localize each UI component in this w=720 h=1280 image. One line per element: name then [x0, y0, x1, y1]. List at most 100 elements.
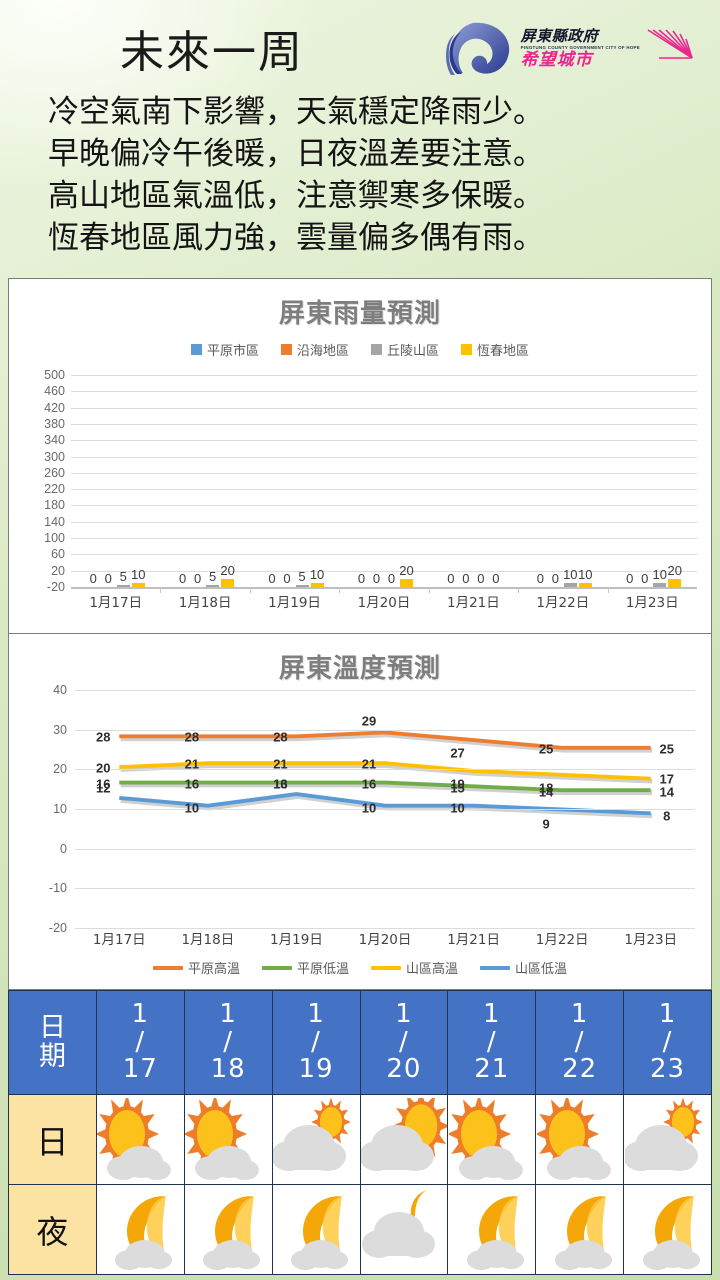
- night-weather-icon-cell: [271, 1184, 361, 1275]
- gridline: [75, 690, 695, 691]
- temperature-value-label: 12: [96, 780, 111, 796]
- date-separator: /: [135, 1026, 146, 1057]
- rainfall-bar-fill: [653, 582, 667, 587]
- temperature-value-label: 28: [273, 729, 288, 745]
- rainfall-value-label: 20: [399, 562, 414, 578]
- date-cell: 1/21: [447, 990, 537, 1095]
- table-row-day: 日: [8, 1094, 712, 1185]
- gridline: [71, 440, 697, 442]
- rainfall-value-label: 0: [104, 571, 112, 586]
- y-tick-label: -20: [46, 580, 65, 594]
- rainfall-value-label: 0: [551, 571, 559, 586]
- date-day: 21: [474, 1054, 510, 1085]
- logo-text-block: 屏東縣政府 PINGTUNG COUNTY GOVERNMENT CITY OF…: [521, 29, 640, 68]
- temperature-value-label: 14: [538, 784, 554, 800]
- rainfall-value-label: 0: [492, 571, 500, 586]
- rainfall-bar-fill: [399, 578, 413, 587]
- rainfall-bar-groups: 0 0 5 10 0 0 5 20 0 0 5 10 0 0 0 20 0 0 0 0 0 0 10 10 0 0 10 20: [71, 375, 697, 587]
- x-axis-tick: [518, 587, 520, 593]
- night-weather-icon-cell: [95, 1184, 185, 1275]
- legend-label: 平原低溫: [296, 962, 349, 977]
- day-weather-icon-cell: [271, 1094, 361, 1185]
- date-day: 23: [650, 1054, 686, 1085]
- date-month: 1: [307, 999, 325, 1030]
- date-month: 1: [131, 999, 150, 1030]
- rainfall-value-label: 20: [220, 562, 235, 578]
- gridline: [71, 521, 697, 523]
- rainfall-bar: 10: [310, 567, 324, 587]
- rainfall-bar-group: 0 0 10 10: [518, 375, 607, 587]
- rainfall-bar: 20: [220, 563, 235, 587]
- x-axis-label: 1月19日: [268, 595, 321, 611]
- legend-item: 恆春地區: [461, 340, 529, 359]
- gridline: [71, 407, 697, 409]
- gridline: [75, 888, 695, 890]
- x-axis-tick: [160, 587, 162, 593]
- rainfall-bar: 20: [668, 563, 682, 587]
- legend-item: 山區高溫: [371, 958, 458, 977]
- temperature-chart-panel: 屏東溫度預測 40 30 20 10 0 -10 -20 28 28 28 29 27 25 25 16 1…: [8, 634, 712, 990]
- rainfall-bar-fill: [116, 584, 130, 587]
- rainfall-bar-fill: [578, 582, 592, 587]
- day-weather-icon-cell: [359, 1094, 449, 1185]
- weather-summary: 冷空氣南下影響，天氣穩定降雨少。 早晚偏冷午後暖，日夜溫差要注意。 高山地區氣溫…: [0, 92, 720, 259]
- gridline: [75, 928, 695, 929]
- rainfall-value-label: 0: [626, 571, 634, 586]
- rainfall-bar-fill: [295, 584, 309, 587]
- rainfall-bar-fill: [131, 582, 145, 587]
- legend-label: 山區高溫: [406, 962, 459, 977]
- y-tick-label: 30: [53, 722, 67, 737]
- rainfall-bar-fill: [563, 582, 577, 587]
- temperature-value-label: 28: [96, 729, 111, 745]
- day-weather-icon-cell: [535, 1094, 625, 1185]
- table-row-dates: 日期 1/17 1/18 1/19 1/20 1/21 1/22 1/23: [8, 990, 712, 1095]
- date-day: 22: [562, 1054, 598, 1085]
- cloud-moon-icon: [361, 1189, 435, 1258]
- rainfall-value-label: 10: [578, 566, 593, 582]
- temperature-x-axis-labels: 1月17日 1月18日 1月19日 1月20日 1月21日 1月22日 1月23日: [75, 928, 695, 948]
- rainfall-bar-group: 0 0 5 10: [71, 375, 160, 587]
- rainfall-value-label: 0: [462, 571, 470, 586]
- date-header-cell: 日期: [8, 990, 97, 1095]
- gridline: [71, 391, 697, 393]
- government-logo: 屏東縣政府 PINGTUNG COUNTY GOVERNMENT CITY OF…: [445, 20, 694, 78]
- night-weather-icon-cell: [183, 1184, 273, 1275]
- gridline: [71, 375, 697, 376]
- rainfall-bar-group: 0 0 5 10: [250, 375, 339, 587]
- summary-line: 高山地區氣溫低，注意禦寒多保暖。: [48, 177, 544, 214]
- date-day: 19: [298, 1054, 334, 1085]
- rainfall-value-label: 0: [641, 571, 649, 586]
- summary-line: 早晚偏冷午後暖，日夜溫差要注意。: [48, 135, 544, 172]
- night-row-label: 夜: [8, 1184, 97, 1275]
- rainfall-value-label: 0: [536, 571, 544, 586]
- line-shadow: [120, 782, 653, 796]
- legend-swatch-icon: [371, 344, 382, 355]
- gridline: [75, 848, 695, 850]
- x-axis-label: 1月21日: [447, 595, 500, 611]
- cloud-sun-icon: [273, 1097, 351, 1171]
- rainfall-chart-panel: 屏東雨量預測 平原市區 沿海地區 丘陵山區 恆春地區 500 460 420 380 340 3…: [8, 278, 712, 634]
- temperature-plot-area: 28 28 28 29 27 25 25 16 16 16 16 15 14 14 20 21 21 21 19 18…: [75, 690, 695, 929]
- date-separator: /: [574, 1026, 585, 1057]
- rainfall-bar-fill: [668, 578, 682, 587]
- temperature-value-label: 20: [96, 760, 111, 776]
- temperature-value-label: 18: [538, 780, 554, 796]
- temperature-value-label: 17: [659, 771, 674, 787]
- legend-label: 恆春地區: [477, 344, 530, 359]
- moon-cloud-icon: [642, 1195, 700, 1270]
- gridline: [75, 729, 695, 731]
- temperature-value-label: 16: [361, 776, 377, 792]
- x-axis-label: 1月19日: [270, 932, 323, 948]
- page-title: 未來一周: [120, 27, 304, 78]
- rainfall-value-label: 0: [357, 571, 366, 586]
- rainfall-value-label: 0: [387, 571, 396, 586]
- logo-name-cn: 屏東縣政府: [520, 27, 599, 46]
- summary-line: 冷空氣南下影響，天氣穩定降雨少。: [48, 94, 544, 130]
- x-axis-label: 1月17日: [92, 932, 146, 948]
- rainfall-bar-group: 0 0 5 20: [160, 375, 249, 587]
- date-separator: /: [311, 1026, 321, 1057]
- legend-label: 山區低溫: [515, 962, 568, 977]
- y-tick-label: 260: [44, 465, 65, 480]
- x-axis-label: 1月18日: [178, 595, 232, 611]
